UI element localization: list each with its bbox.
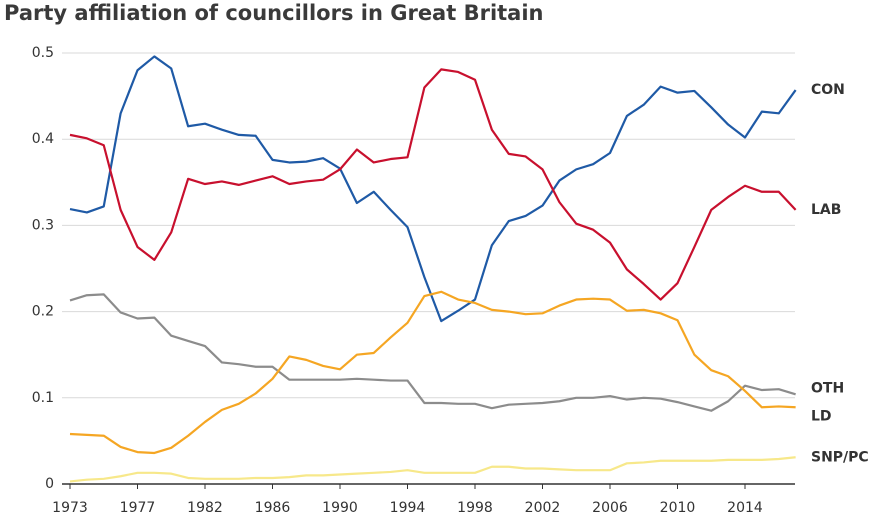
series-label: LD [811, 408, 832, 424]
x-tick-label: 2010 [660, 500, 696, 516]
series-line [69, 456, 796, 483]
y-tick-label: 0.4 [32, 131, 54, 147]
x-tick-label: 2014 [727, 500, 763, 516]
x-tick-label: 1998 [457, 500, 493, 516]
x-tick-label: 1977 [120, 500, 156, 516]
series-line [69, 290, 796, 455]
series-label: LAB [811, 202, 841, 218]
chart-title: Party affiliation of councillors in Grea… [4, 1, 544, 25]
series-line [69, 68, 797, 301]
series-label: SNP/PC [811, 449, 869, 465]
series-label: CON [811, 82, 845, 98]
y-tick-label: 0 [45, 476, 54, 492]
x-tick-label: 1990 [322, 500, 358, 516]
y-tick-label: 0.3 [32, 217, 54, 233]
x-tick-label: 1994 [390, 500, 426, 516]
x-tick-label: 1982 [187, 500, 223, 516]
series-line [69, 55, 797, 323]
y-tick-label: 0.2 [32, 304, 54, 320]
x-tick-label: 2002 [525, 500, 561, 516]
x-tick-label: 1986 [255, 500, 291, 516]
series-label: OTH [811, 380, 844, 396]
y-tick-label: 0.1 [32, 390, 54, 406]
x-tick-label: 2006 [592, 500, 628, 516]
x-tick-label: 1973 [52, 500, 88, 516]
series-line [69, 293, 796, 412]
y-tick-label: 0.5 [32, 45, 54, 61]
